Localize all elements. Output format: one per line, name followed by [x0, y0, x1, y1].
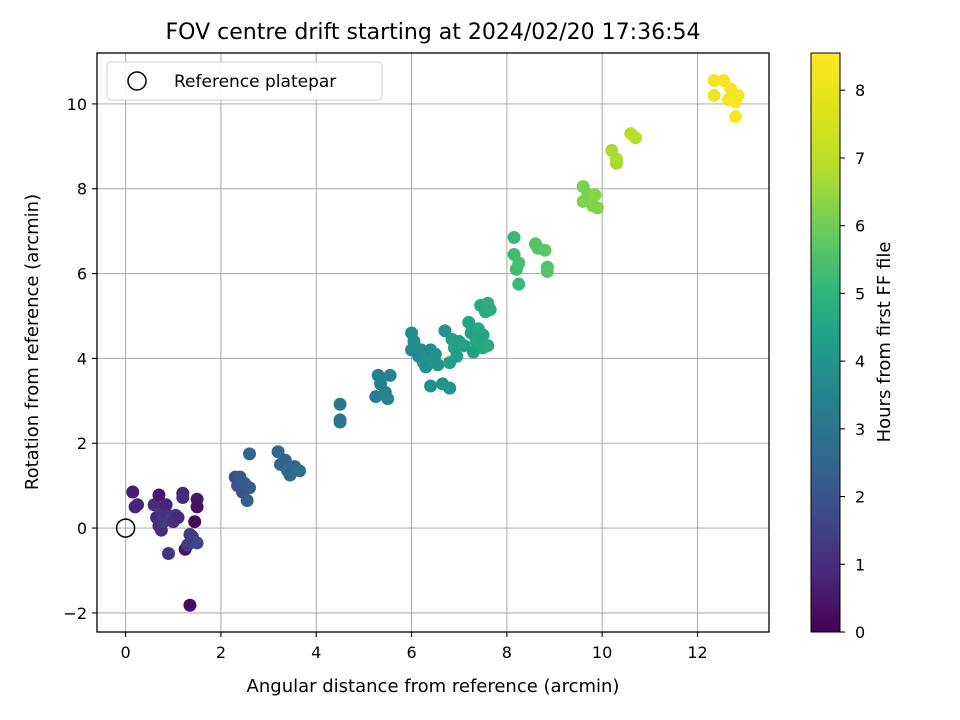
data-point: [717, 74, 731, 88]
x-tick-label: 12: [687, 643, 707, 662]
data-points: [115, 74, 745, 612]
data-point: [240, 494, 254, 508]
data-point: [152, 488, 166, 502]
x-tick-label: 4: [311, 643, 321, 662]
data-point: [131, 498, 145, 512]
colorbar-tick-label: 6: [855, 217, 865, 236]
data-point: [431, 358, 445, 372]
y-tick-label: 0: [77, 519, 87, 538]
data-point: [507, 231, 521, 245]
data-point: [729, 110, 743, 124]
data-point: [381, 392, 395, 406]
data-point: [512, 256, 526, 270]
data-point: [483, 303, 497, 317]
data-point: [278, 453, 292, 467]
colorbar-tick-label: 7: [855, 149, 865, 168]
colorbar-tick-label: 2: [855, 488, 865, 507]
data-point: [707, 88, 721, 102]
data-point: [424, 379, 438, 393]
reference-platepar-marker: [115, 518, 136, 538]
colorbar-tick-label: 0: [855, 623, 865, 642]
data-point: [190, 536, 204, 550]
legend-label-reference: Reference platepar: [174, 72, 336, 92]
data-point: [293, 464, 307, 478]
colorbar-tick-label: 4: [855, 352, 865, 371]
y-tick-label: −2: [63, 604, 87, 623]
data-point: [450, 349, 464, 363]
data-point: [481, 339, 495, 353]
colorbar-tick-label: 8: [855, 81, 865, 100]
data-point: [161, 547, 175, 561]
data-point: [462, 315, 476, 329]
data-point: [428, 347, 442, 361]
data-point: [476, 328, 490, 342]
colorbar-label: Hours from first FF file: [874, 242, 895, 443]
x-tick-label: 6: [406, 643, 416, 662]
data-point: [271, 445, 285, 459]
data-point: [243, 481, 257, 495]
data-point: [590, 201, 604, 215]
legend-marker-reference: [127, 71, 147, 91]
data-point: [443, 381, 457, 395]
legend: Reference platepar: [106, 61, 383, 101]
y-tick-label: 10: [67, 95, 87, 114]
data-point: [407, 334, 421, 348]
data-point: [333, 415, 347, 429]
data-point: [731, 88, 745, 102]
data-point: [538, 243, 552, 257]
data-point: [126, 485, 140, 499]
colorbar-tick-label: 1: [855, 555, 865, 574]
x-axis-label: Angular distance from reference (arcmin): [247, 676, 620, 697]
data-point: [540, 264, 554, 278]
data-point: [609, 152, 623, 166]
data-point: [333, 397, 347, 411]
y-tick-label: 6: [77, 265, 87, 284]
data-point: [188, 515, 202, 529]
colorbar-ticks: 0 1 2 3 4 5 6 7 8: [840, 81, 865, 642]
data-point: [159, 498, 173, 512]
data-point: [243, 447, 257, 461]
data-point: [171, 510, 185, 524]
x-tick-label: 2: [216, 643, 226, 662]
x-tick-label: 0: [121, 643, 131, 662]
data-point: [383, 368, 397, 382]
data-point: [512, 277, 526, 291]
y-axis-label: Rotation from reference (arcmin): [22, 194, 43, 490]
colorbar-tick-label: 5: [855, 284, 865, 303]
x-axis-ticks: 0 2 4 6 8 10 12: [121, 632, 708, 662]
data-point: [629, 131, 643, 145]
data-point: [438, 324, 452, 338]
y-tick-label: 4: [77, 349, 87, 368]
plot-frame: [96, 52, 770, 633]
colorbar-tick-label: 3: [855, 420, 865, 439]
data-point: [147, 498, 161, 512]
y-tick-label: 2: [77, 434, 87, 453]
data-point: [457, 339, 471, 353]
data-point: [176, 491, 190, 505]
colorbar: [810, 52, 841, 633]
data-point: [190, 500, 204, 514]
x-tick-label: 8: [502, 643, 512, 662]
y-tick-label: 8: [77, 180, 87, 199]
data-point: [707, 74, 721, 88]
x-tick-label: 10: [592, 643, 612, 662]
legend-box: [106, 61, 383, 101]
data-point: [183, 598, 197, 612]
data-point: [588, 188, 602, 202]
y-axis-ticks: −2 0 2 4 6 8 10: [63, 95, 97, 623]
chart-title: FOV centre drift starting at 2024/02/20 …: [166, 20, 701, 45]
